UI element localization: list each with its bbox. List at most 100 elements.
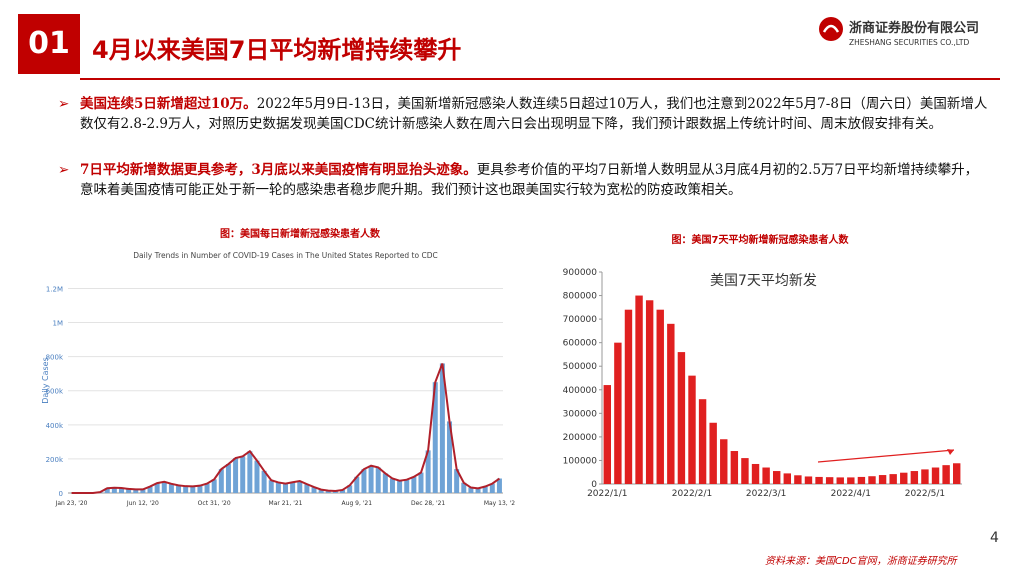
bar	[656, 309, 664, 484]
y-axis-label: Daily Cases	[41, 357, 50, 404]
bullet-bold: 美国连续5日新增超过10万。	[80, 96, 257, 112]
bar	[404, 479, 410, 493]
bar	[268, 480, 274, 493]
bar	[698, 399, 707, 484]
bar	[496, 478, 502, 493]
bar	[439, 363, 445, 493]
bar	[677, 352, 686, 484]
bar	[347, 485, 353, 493]
bar	[261, 470, 267, 493]
bar	[418, 472, 424, 493]
bar	[447, 421, 453, 493]
bar	[624, 309, 633, 484]
bar	[889, 474, 897, 484]
header-rule	[80, 78, 1000, 80]
trend-line	[71, 363, 501, 494]
bar	[953, 463, 961, 484]
x-tick-label: Aug 9, '21	[342, 500, 373, 507]
bullet-text: 更具参考价值的平均7日新增人数明显从3月底4月初的2.5万7日平均新增持续攀升，…	[80, 162, 979, 198]
chart: 图：美国每日新增新冠感染患者人数 Daily Trends in Number o…	[41, 227, 515, 507]
bar	[921, 469, 929, 484]
bullet: 7日平均新增数据更具参考，3月底以来美国疫情有明显抬头迹象。更具参考价值的平均7…	[58, 160, 988, 200]
bar	[804, 476, 813, 484]
bar	[254, 460, 260, 493]
bar	[361, 469, 367, 493]
bar	[794, 475, 802, 484]
bar	[297, 481, 303, 493]
bar	[847, 477, 855, 484]
bar	[111, 487, 117, 493]
bar	[878, 475, 887, 484]
page-number: 4	[990, 530, 999, 546]
bullet-bold: 7日平均新增数据更具参考，3月底以来美国疫情有明显抬头迹象。	[80, 162, 477, 178]
x-tick-label: 2022/3/1	[746, 489, 786, 499]
bar	[432, 382, 438, 493]
bar	[720, 439, 728, 484]
bar	[900, 472, 908, 484]
logo-name: 浙商证券股份有限公司	[849, 20, 979, 36]
bar	[133, 489, 139, 493]
bar	[751, 463, 760, 484]
bar	[931, 467, 940, 484]
x-tick-label: 2022/4/1	[831, 489, 871, 499]
bar	[815, 476, 823, 484]
bar	[942, 465, 950, 484]
bar	[603, 385, 611, 484]
y-tick-label: 0	[591, 480, 597, 490]
bar	[190, 486, 196, 493]
bar	[147, 486, 153, 493]
x-tick-label: May 13, '2	[484, 500, 515, 507]
bullet-text: 2022年5月9日-13日，美国新增新冠感染人数连续5日超过10万人，我们也注意…	[80, 96, 988, 132]
x-tick-label: Jun 12, '20	[126, 500, 159, 507]
x-tick-label: 2022/2/1	[672, 489, 712, 499]
bar	[340, 489, 346, 493]
arrow-head	[947, 449, 954, 455]
x-tick-label: 2022/1/1	[587, 489, 627, 499]
bar	[240, 456, 246, 493]
bar	[389, 478, 395, 493]
logo: 浙商证券股份有限公司 ZHESHANG SECURITIES CO.,LTD	[819, 17, 979, 47]
bar	[783, 473, 791, 484]
y-tick-label: 200000	[563, 433, 598, 443]
logo-icon	[819, 17, 843, 41]
bar	[318, 489, 324, 493]
bar	[645, 300, 654, 484]
bar	[325, 490, 331, 493]
bar	[857, 476, 866, 484]
bar	[368, 465, 374, 493]
bar	[183, 486, 189, 493]
y-tick-label: 900000	[563, 268, 598, 278]
source: 资料来源：美国CDC官网，浙商证券研究所	[765, 556, 957, 567]
bar	[332, 490, 338, 493]
y-tick-label: 700000	[563, 315, 598, 325]
bar	[411, 476, 417, 493]
chart-caption: 图：美国每日新增新冠感染患者人数	[220, 227, 381, 240]
bar	[290, 482, 296, 493]
bar	[126, 488, 132, 493]
bar	[868, 476, 876, 484]
bar	[709, 422, 717, 484]
bar	[211, 479, 217, 493]
bullet: 美国连续5日新增超过10万。2022年5月9日-13日，美国新增新冠感染人数连续…	[58, 94, 988, 134]
x-tick-label: Oct 31, '20	[198, 500, 231, 507]
bar	[688, 375, 696, 484]
bar	[741, 458, 749, 484]
bar	[614, 342, 622, 484]
bar	[104, 488, 110, 493]
y-tick-label: 500000	[563, 362, 598, 372]
bar	[161, 481, 167, 493]
bar	[304, 484, 310, 493]
bar	[382, 473, 388, 493]
bar	[118, 488, 124, 493]
bar	[910, 471, 919, 484]
bar	[475, 488, 481, 493]
chart-caption: 图：美国7天平均新增新冠感染患者人数	[672, 233, 850, 246]
bar	[140, 489, 146, 493]
bar	[836, 477, 844, 484]
bar	[275, 482, 281, 493]
y-tick-label: 0	[59, 490, 63, 498]
chart-title: Daily Trends in Number of COVID-19 Cases…	[133, 251, 437, 260]
bar	[825, 477, 834, 484]
bar	[667, 323, 675, 484]
